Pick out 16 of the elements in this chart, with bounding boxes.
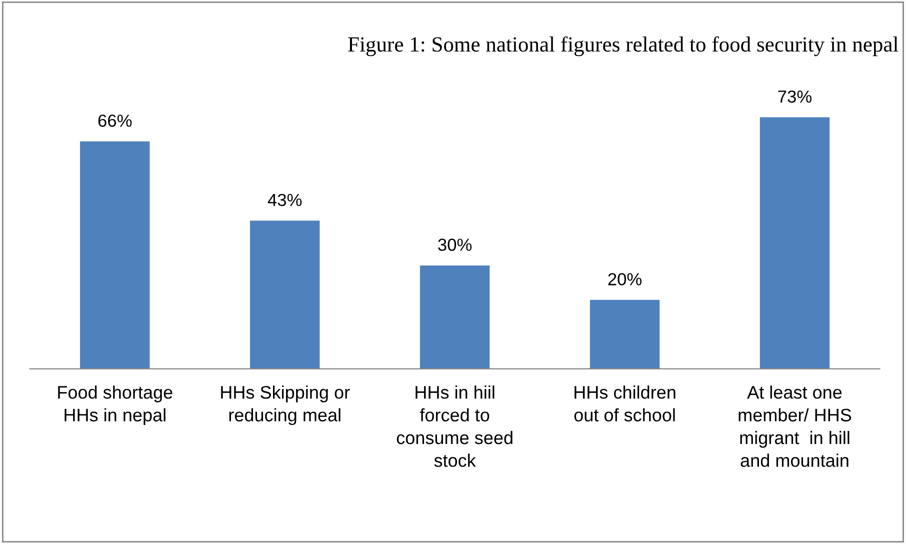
bar bbox=[80, 141, 150, 369]
x-tick-label: HHs children out of school bbox=[574, 386, 676, 422]
bar bbox=[590, 300, 660, 369]
x-tick-label: HHs Skipping or reducing meal bbox=[221, 386, 350, 426]
x-tick-label: HHs in hiil forced to consume seed stock bbox=[396, 386, 512, 467]
chart-title: Figure 1: Some national figures related to food security in nepal bbox=[348, 36, 898, 56]
bar bbox=[760, 117, 830, 369]
data-label: 66% bbox=[98, 114, 132, 127]
data-label: 73% bbox=[778, 90, 812, 103]
x-tick-label: At least one member/ HHS migrant in hill and mountain bbox=[738, 386, 852, 467]
data-label: 43% bbox=[268, 194, 302, 206]
data-label: 20% bbox=[608, 273, 642, 286]
data-label: 30% bbox=[438, 238, 472, 251]
x-tick-label: Food shortage HHs in nepal bbox=[58, 386, 172, 426]
bar bbox=[420, 265, 490, 369]
bar bbox=[250, 220, 320, 369]
